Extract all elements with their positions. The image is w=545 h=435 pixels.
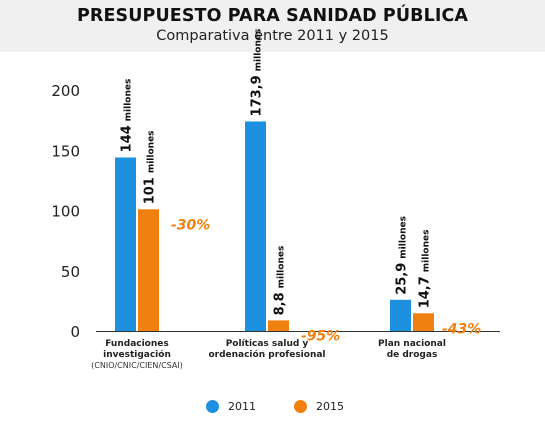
change-label-1: -30% [171,217,210,233]
y-tick-label: 200 [51,82,80,100]
category-label-2-line-2: ordenación profesional [208,349,325,360]
legend-item-2011: 2011 [206,400,256,413]
category-label-3-line-1: Plan nacional [378,339,446,349]
bar-2011-2 [245,121,266,331]
chart-title: PRESUPUESTO PARA SANIDAD PÚBLICA [76,6,469,26]
bar-2015-2 [268,320,289,331]
category-label-3-line-2: de drogas [387,350,438,360]
data-label-2015-2: 8,8millones [273,246,288,316]
category-label-1-line-1: Fundaciones [105,339,169,349]
y-tick-label: 150 [51,142,80,160]
bar-2011-1 [115,157,136,331]
category-label-1-line-2: investigación [103,349,171,360]
legend-swatch-2011 [206,400,219,413]
bar-2015-1 [138,209,159,331]
chart-subtitle: Comparativa entre 2011 y 2015 [156,28,389,44]
change-label-3: -43% [442,321,481,337]
data-label-2015-1: 101millones [143,130,158,204]
bar-chart: 0 50 100 150 200 144millones 101millones -30% Fu… [51,29,500,370]
category-label-2-line-1: Políticas salud y [226,339,309,349]
data-label-2011-3: 25,9millones [395,216,410,295]
chart-header: PRESUPUESTO PARA SANIDAD PÚBLICA Compara… [0,0,545,52]
legend-swatch-2015 [294,400,307,413]
change-label-2: -95% [301,328,340,344]
legend-item-2015: 2015 [294,400,344,413]
data-label-2015-3: 14,7millones [418,230,433,309]
y-tick-label: 100 [51,203,80,221]
data-label-2011-2: 173,9millones [250,29,265,117]
legend-label-2015: 2015 [316,400,344,413]
category-sublabel-1: (CNIO/CNIC/CIEN/CSAI) [91,361,183,370]
legend-label-2011: 2011 [228,400,256,413]
bar-2015-3 [413,313,434,331]
chart-legend: 2011 2015 [0,400,545,420]
y-tick-label: 0 [70,323,80,341]
data-label-2011-1: 144millones [120,79,135,153]
y-tick-label: 50 [61,263,80,281]
bar-2011-3 [390,299,411,331]
